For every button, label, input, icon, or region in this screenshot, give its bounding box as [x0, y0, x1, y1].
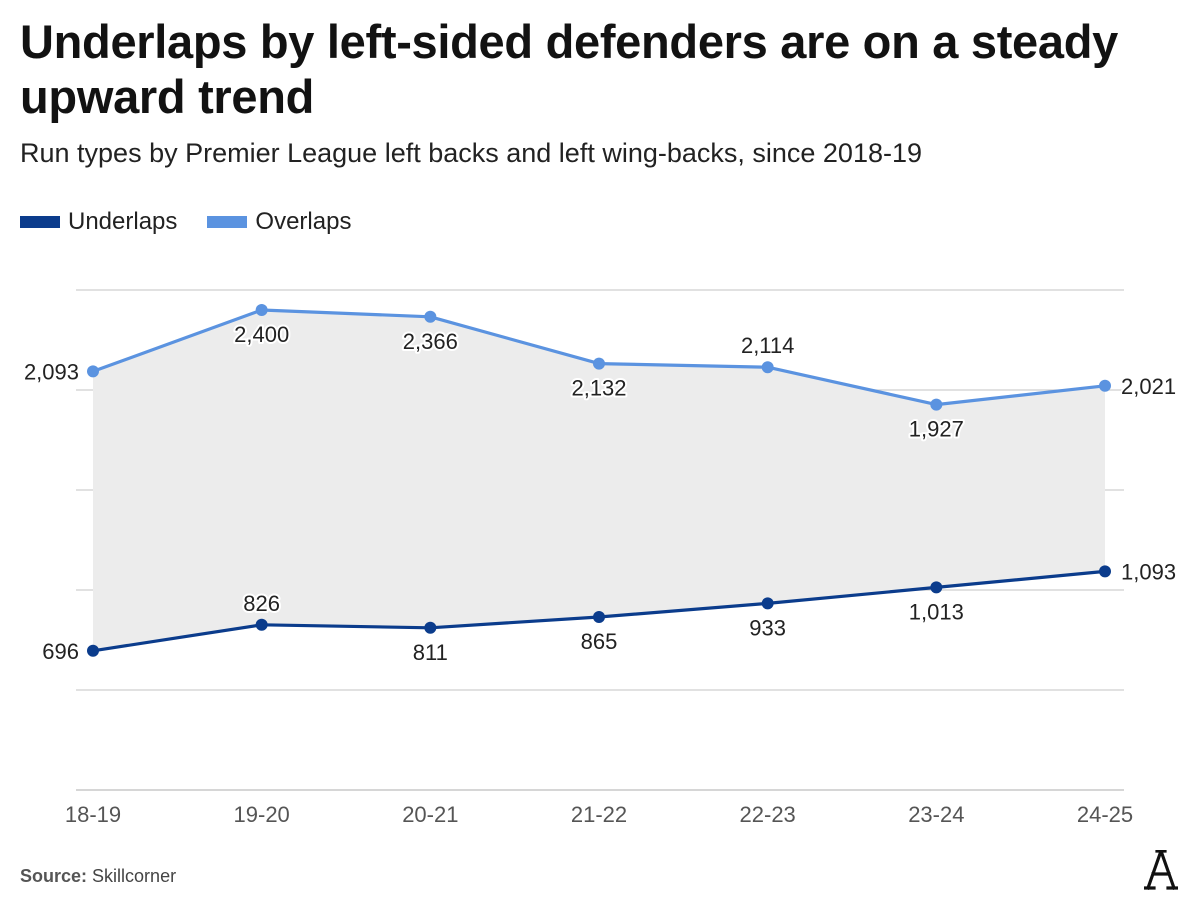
data-point-underlaps	[87, 644, 99, 657]
x-tick-label: 20-21	[402, 802, 458, 827]
legend-item-overlaps: Overlaps	[207, 208, 351, 236]
legend-swatch-underlaps	[20, 216, 60, 228]
data-label-overlaps: 2,021	[1121, 374, 1176, 399]
data-label-overlaps: 2,093	[24, 359, 79, 384]
data-point-overlaps	[930, 398, 943, 411]
legend-label-underlaps: Underlaps	[68, 208, 178, 235]
x-tick-label: 21-22	[571, 802, 627, 827]
x-tick-label: 18-19	[65, 802, 121, 827]
data-point-overlaps	[255, 304, 268, 316]
data-label-underlaps: 826	[243, 591, 280, 616]
data-label-overlaps: 2,114	[741, 333, 794, 358]
area-between-series	[93, 310, 1105, 651]
chart-subtitle: Run types by Premier League left backs a…	[20, 138, 922, 168]
x-tick-label: 19-20	[234, 802, 290, 827]
data-label-underlaps: 811	[413, 640, 448, 665]
data-label-overlaps: 2,132	[571, 376, 626, 401]
athletic-logo-icon	[1144, 850, 1178, 890]
data-point-underlaps	[930, 581, 943, 594]
x-tick-label: 23-24	[908, 802, 964, 827]
data-label-underlaps: 865	[581, 629, 618, 654]
data-point-overlaps	[87, 365, 99, 378]
legend: Underlaps Overlaps	[20, 208, 381, 236]
data-point-underlaps	[424, 621, 437, 634]
data-point-underlaps	[255, 618, 268, 631]
data-point-overlaps	[761, 361, 774, 374]
legend-swatch-overlaps	[207, 216, 248, 228]
legend-item-underlaps: Underlaps	[20, 208, 177, 236]
source-value: Skillcorner	[92, 866, 177, 886]
chart-title: Underlaps by left-sided defenders are on…	[20, 15, 1118, 123]
data-label-underlaps: 933	[749, 615, 786, 640]
data-label-underlaps: 696	[42, 639, 79, 664]
data-label-overlaps: 2,366	[403, 329, 458, 354]
data-point-overlaps	[1099, 379, 1111, 392]
source-note: Source: Skillcorner	[20, 866, 176, 887]
data-label-underlaps: 1,013	[909, 599, 964, 624]
legend-label-overlaps: Overlaps	[255, 208, 352, 235]
data-point-underlaps	[593, 611, 605, 623]
data-point-overlaps	[424, 310, 437, 323]
x-tick-label: 24-25	[1077, 802, 1133, 827]
x-tick-label: 22-23	[740, 802, 796, 827]
data-label-overlaps: 2,400	[234, 322, 289, 347]
data-point-overlaps	[593, 357, 605, 370]
source-label: Source:	[20, 866, 88, 886]
data-label-overlaps: 1,927	[909, 417, 964, 442]
data-point-underlaps	[1099, 565, 1111, 578]
data-point-underlaps	[761, 597, 774, 610]
data-label-underlaps: 1,093	[1121, 559, 1176, 584]
